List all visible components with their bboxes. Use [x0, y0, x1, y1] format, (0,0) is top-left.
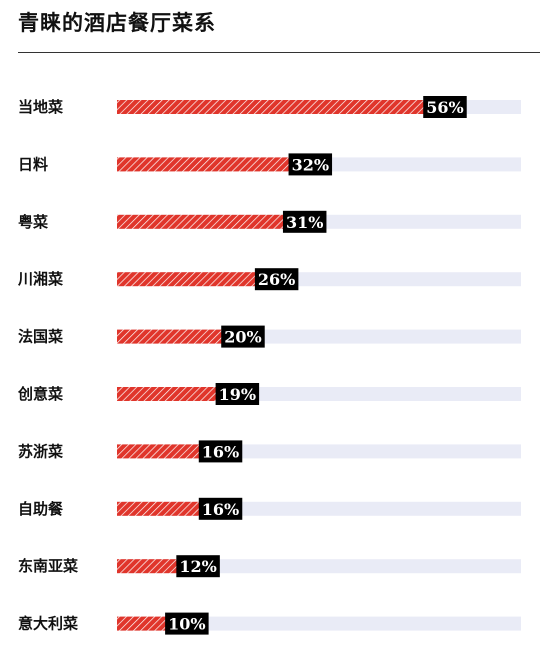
value-label: 32% — [292, 155, 329, 174]
bar-row: 粤菜 31% — [18, 210, 521, 233]
bar-row: 东南亚菜 12% — [18, 555, 521, 578]
value-label-background — [215, 383, 260, 405]
bar-row: 法国菜 20% — [18, 325, 521, 348]
bar-row: 创意菜 19% — [17, 383, 521, 405]
value-label-background — [198, 440, 243, 463]
category-label: 法国菜 — [18, 328, 63, 346]
category-label: 苏浙菜 — [18, 442, 63, 460]
bar — [117, 559, 185, 574]
bar — [117, 272, 263, 287]
bar — [117, 501, 207, 516]
bar — [117, 214, 291, 229]
bar-row: 日料 32% — [18, 153, 521, 176]
value-label: 10% — [168, 615, 205, 634]
bar — [117, 157, 297, 172]
bar-track — [117, 616, 521, 631]
bar — [117, 100, 432, 114]
bar — [117, 387, 224, 401]
category-label: 川湘菜 — [17, 270, 63, 288]
bar-row: 自助餐 16% — [18, 497, 521, 520]
value-label: 20% — [224, 328, 261, 347]
value-label-background — [423, 96, 467, 118]
value-label-background — [221, 325, 265, 348]
bar-row: 川湘菜 26% — [17, 268, 521, 291]
title-divider — [18, 52, 540, 53]
bar — [117, 329, 230, 344]
chart-title: 青睐的酒店餐厅菜系 — [18, 11, 216, 35]
category-label: 东南亚菜 — [18, 557, 78, 575]
bar — [117, 616, 174, 631]
value-label-background — [254, 268, 299, 291]
value-label: 56% — [426, 98, 463, 117]
category-label: 自助餐 — [18, 500, 64, 518]
value-label-background — [282, 210, 327, 233]
value-label: 26% — [258, 270, 295, 289]
value-label-background — [198, 497, 243, 520]
bar-row: 当地菜 56% — [18, 96, 521, 118]
value-label: 31% — [286, 213, 323, 232]
category-label: 日料 — [18, 155, 48, 173]
category-label: 创意菜 — [17, 385, 63, 403]
value-label: 16% — [202, 500, 239, 519]
category-label: 意大利菜 — [18, 615, 78, 633]
value-label-background — [176, 555, 220, 578]
category-label: 当地菜 — [18, 98, 63, 116]
bar — [117, 444, 207, 459]
value-label-background — [165, 612, 209, 635]
value-label: 19% — [219, 385, 256, 404]
bar-row: 意大利菜 10% — [18, 612, 521, 635]
bar-row: 苏浙菜 16% — [18, 440, 521, 463]
value-label: 12% — [179, 557, 216, 576]
value-label-background — [288, 153, 333, 176]
category-label: 粤菜 — [18, 213, 48, 231]
value-label: 16% — [202, 442, 239, 461]
